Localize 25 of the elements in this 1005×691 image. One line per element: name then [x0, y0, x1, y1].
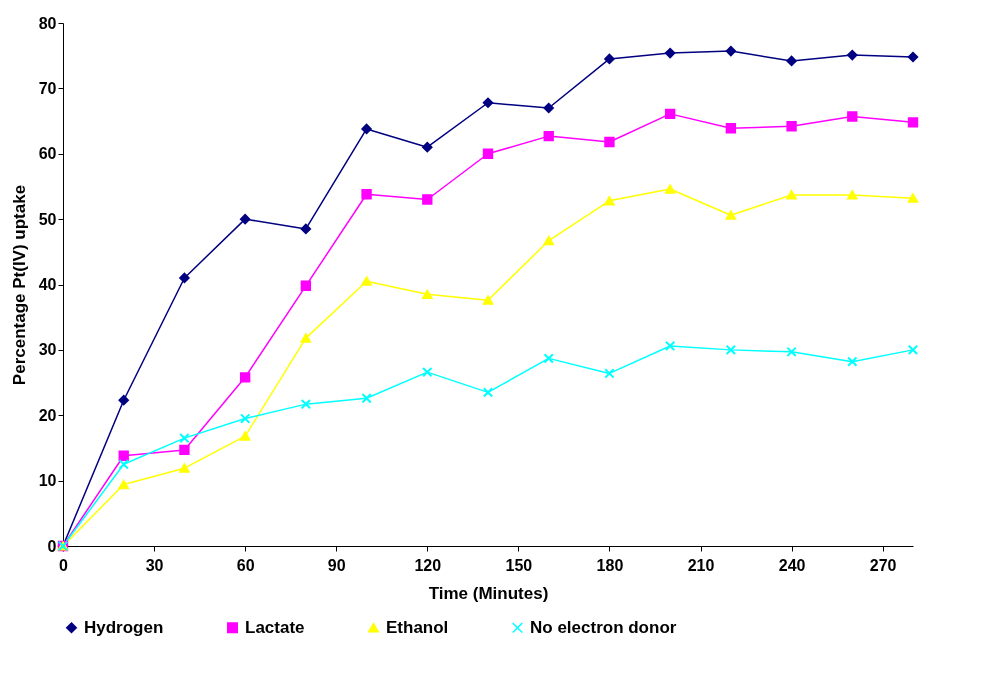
x-tick-label: 90: [327, 556, 346, 574]
y-tick-label: 70: [38, 79, 57, 97]
x-tick-label: 120: [414, 556, 442, 574]
legend-label: Lactate: [245, 617, 305, 637]
legend-label: Ethanol: [386, 617, 449, 637]
x-tick-label: 150: [505, 556, 533, 574]
y-tick-label: 50: [38, 210, 57, 228]
legend-label: No electron donor: [530, 617, 677, 637]
legend-label: Hydrogen: [84, 617, 164, 637]
y-axis-title: Percentage Pt(IV) uptake: [9, 184, 29, 386]
y-tick-label: 80: [38, 14, 57, 32]
y-tick-label: 40: [38, 276, 57, 293]
y-tick-label: 30: [38, 341, 57, 359]
x-tick-label: 180: [596, 556, 624, 574]
y-tick-label: 0: [47, 537, 57, 555]
x-tick-label: 30: [145, 556, 164, 574]
x-tick-label: 210: [687, 556, 715, 574]
x-tick-label: 0: [59, 556, 69, 574]
y-tick-label: 60: [38, 145, 57, 163]
y-tick-label: 10: [38, 472, 57, 490]
x-tick-label: 240: [778, 556, 806, 574]
x-axis-title: Time (Minutes): [428, 583, 549, 603]
y-tick-label: 20: [38, 406, 57, 424]
x-tick-label: 270: [869, 556, 897, 574]
x-tick-label: 60: [236, 556, 255, 574]
